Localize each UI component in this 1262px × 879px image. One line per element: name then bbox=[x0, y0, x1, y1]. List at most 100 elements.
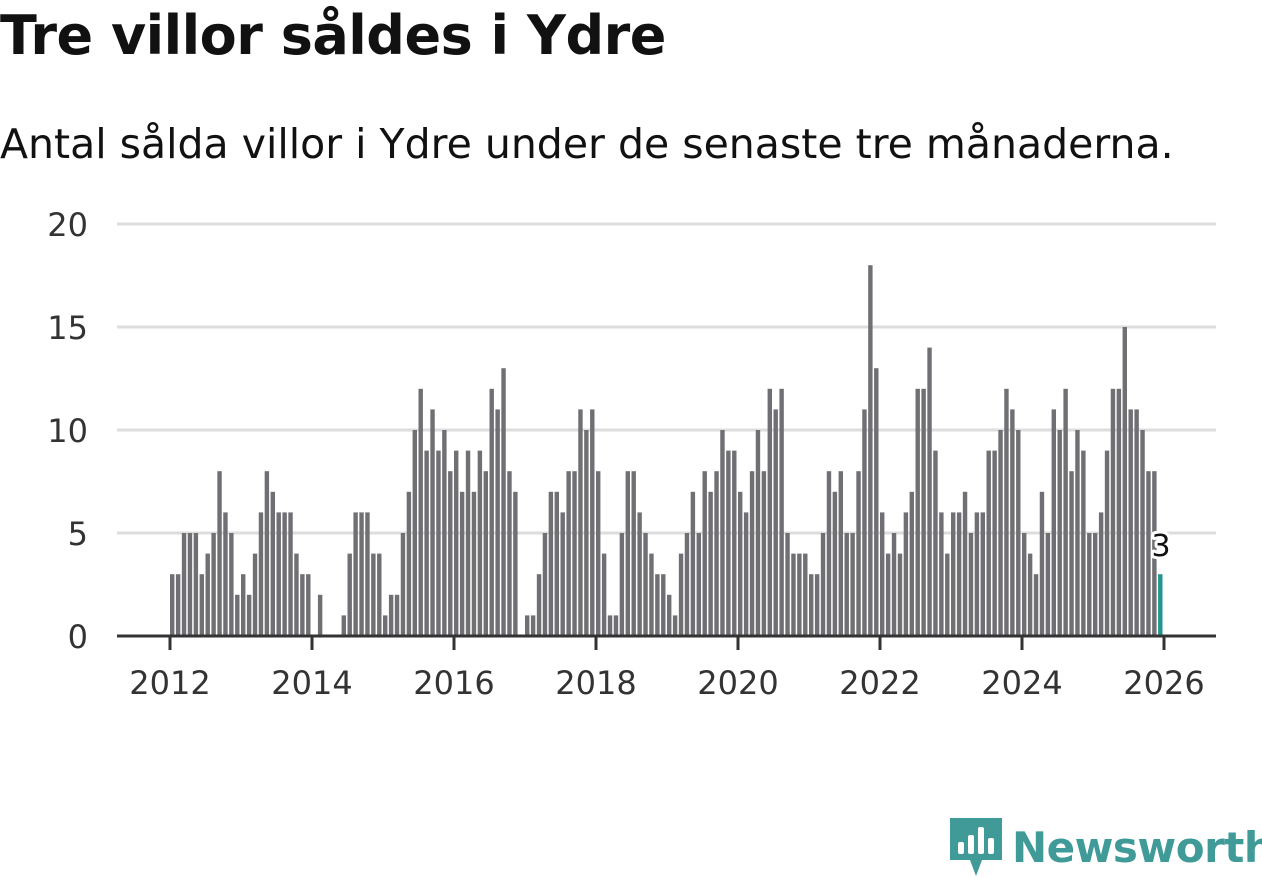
bar bbox=[625, 471, 630, 636]
bar bbox=[270, 491, 275, 636]
bar bbox=[862, 409, 867, 636]
bar bbox=[288, 512, 293, 636]
bar bbox=[868, 265, 873, 636]
bar bbox=[584, 430, 589, 636]
bar bbox=[554, 491, 559, 636]
bar bbox=[211, 533, 216, 636]
bar bbox=[317, 594, 323, 636]
bar bbox=[903, 512, 909, 636]
bar bbox=[732, 450, 737, 636]
x-tick-label: 2012 bbox=[129, 664, 210, 702]
bar bbox=[909, 491, 914, 636]
bar bbox=[229, 533, 234, 636]
bar bbox=[371, 553, 376, 636]
bar bbox=[667, 594, 672, 636]
bar bbox=[175, 574, 181, 636]
bar bbox=[205, 553, 210, 636]
bar bbox=[939, 512, 944, 636]
bar bbox=[572, 471, 577, 636]
bar bbox=[383, 615, 388, 636]
bar bbox=[276, 512, 281, 636]
bar bbox=[1122, 327, 1127, 636]
highlight-value-label: 3 bbox=[1151, 529, 1170, 564]
bar bbox=[672, 615, 678, 636]
bar bbox=[223, 512, 228, 636]
bar bbox=[418, 388, 423, 636]
bar bbox=[1039, 491, 1045, 636]
bar bbox=[1027, 553, 1033, 636]
bar bbox=[844, 533, 849, 636]
bar bbox=[702, 471, 707, 636]
bar bbox=[530, 615, 536, 636]
bar bbox=[809, 574, 814, 636]
bar bbox=[631, 471, 636, 636]
bar bbox=[347, 553, 352, 636]
bar bbox=[471, 491, 477, 636]
bar bbox=[915, 388, 920, 636]
bar bbox=[430, 409, 435, 636]
y-tick-label: 10 bbox=[47, 412, 88, 450]
bar bbox=[767, 388, 772, 636]
bar bbox=[690, 491, 696, 636]
gridlines bbox=[117, 222, 1216, 535]
bar bbox=[820, 533, 826, 636]
bar bbox=[661, 574, 666, 636]
bar bbox=[1033, 574, 1039, 636]
bar bbox=[170, 574, 175, 636]
bar bbox=[1158, 574, 1163, 636]
bar bbox=[613, 615, 619, 636]
x-tick-label: 2022 bbox=[839, 664, 920, 702]
chart-subtitle: Antal sålda villor i Ydre under de senas… bbox=[0, 120, 1174, 168]
bar bbox=[933, 450, 938, 636]
bar bbox=[187, 533, 193, 636]
bar bbox=[578, 409, 583, 636]
bar bbox=[643, 533, 648, 636]
bar bbox=[956, 512, 962, 636]
bar bbox=[797, 553, 802, 636]
bar bbox=[501, 368, 506, 636]
bar bbox=[241, 574, 246, 636]
bar bbox=[785, 533, 790, 636]
bar bbox=[377, 553, 382, 636]
bar bbox=[980, 512, 985, 636]
bar bbox=[874, 368, 879, 636]
bars bbox=[170, 265, 1163, 636]
bar bbox=[921, 388, 926, 636]
bar bbox=[832, 491, 838, 636]
bar bbox=[856, 471, 861, 636]
bar bbox=[743, 512, 749, 636]
bar bbox=[619, 533, 625, 636]
bar bbox=[826, 471, 832, 636]
bar bbox=[1004, 388, 1009, 636]
bar bbox=[424, 450, 429, 636]
bar bbox=[235, 594, 240, 636]
bar bbox=[891, 533, 897, 636]
bar bbox=[513, 491, 518, 636]
bar bbox=[1093, 533, 1098, 636]
bar bbox=[489, 388, 494, 636]
bar bbox=[714, 471, 719, 636]
bar bbox=[649, 553, 654, 636]
bar bbox=[412, 430, 417, 636]
bar bbox=[1146, 471, 1151, 636]
bar bbox=[1045, 533, 1051, 636]
bar bbox=[998, 430, 1003, 636]
y-axis-ticks: 0 5 10 15 20 bbox=[47, 206, 88, 656]
bar bbox=[968, 533, 974, 636]
newsworthy-logo: Newsworthy bbox=[950, 818, 1262, 876]
newsworthy-logo-icon bbox=[950, 818, 1002, 876]
bar bbox=[655, 574, 660, 636]
bar bbox=[1069, 471, 1074, 636]
bar bbox=[850, 533, 855, 636]
bar bbox=[442, 430, 447, 636]
highlight-annotation: 3 bbox=[1148, 526, 1173, 567]
bar bbox=[1152, 471, 1157, 636]
x-axis-ticks: 2012 2014 2016 2018 2020 2022 2024 2026 bbox=[129, 636, 1205, 702]
chart-title: Tre villor såldes i Ydre bbox=[0, 4, 666, 67]
bar bbox=[1128, 409, 1133, 636]
bar bbox=[596, 471, 601, 636]
bar bbox=[566, 471, 571, 636]
bar bbox=[181, 533, 187, 636]
bar bbox=[306, 574, 311, 636]
